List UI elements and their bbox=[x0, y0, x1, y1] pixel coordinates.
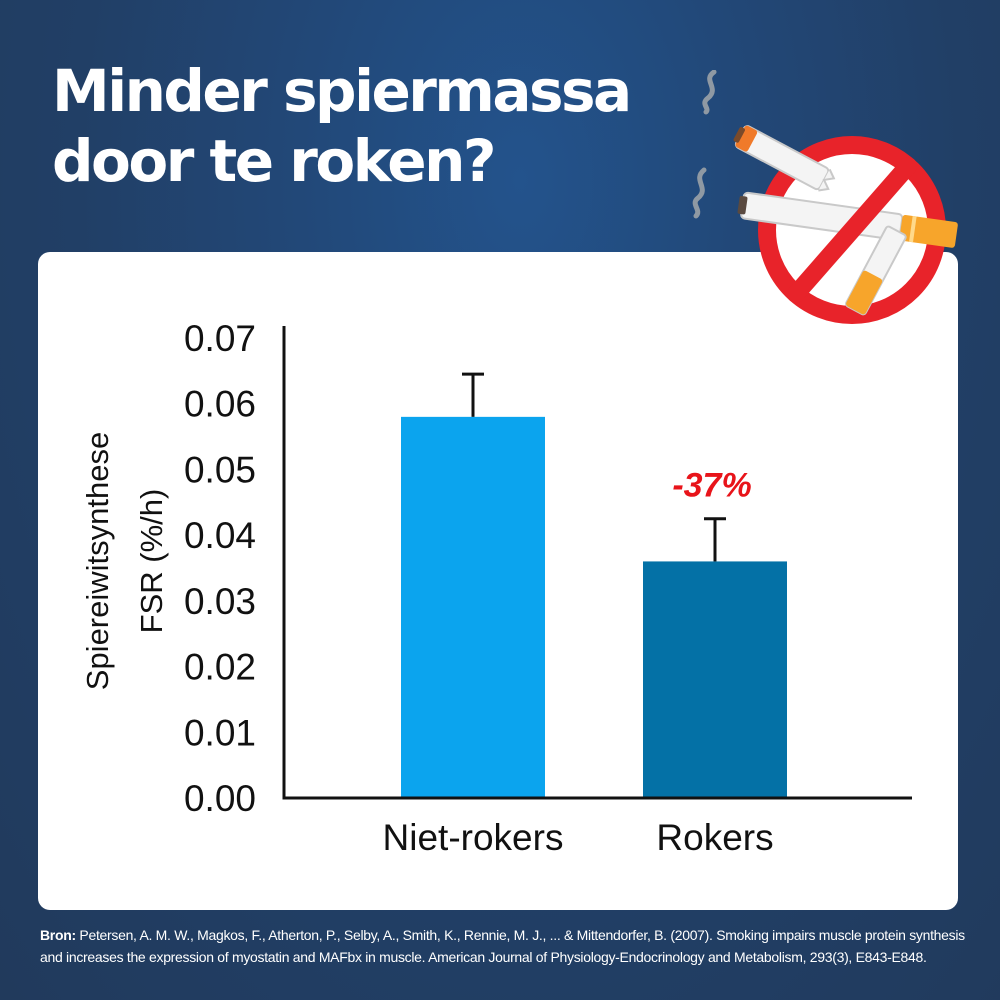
x-tick-label: Niet-rokers bbox=[383, 817, 564, 858]
y-tick-label: 0.01 bbox=[184, 712, 256, 753]
y-tick-label: 0.03 bbox=[184, 581, 256, 622]
source-text: Petersen, A. M. W., Magkos, F., Atherton… bbox=[40, 927, 965, 965]
chart-card: 0.00 0.01 0.02 0.03 0.04 0.05 0.06 0.07 Spiereiw… bbox=[38, 252, 958, 910]
percent-change-annotation: -37% bbox=[672, 467, 751, 505]
source-citation: Bron: Petersen, A. M. W., Magkos, F., At… bbox=[40, 924, 965, 968]
title-line-1: Minder spiermassa bbox=[52, 57, 632, 125]
y-tick-label: 0.06 bbox=[184, 384, 256, 425]
no-smoking-icon bbox=[692, 70, 958, 324]
source-label: Bron: bbox=[40, 927, 76, 943]
title-line-2: door te roken? bbox=[52, 127, 496, 195]
y-tick-label: 0.02 bbox=[184, 647, 256, 688]
y-axis-label-line-1: Spiereiwitsynthese bbox=[80, 432, 115, 690]
bar-rokers bbox=[643, 561, 787, 798]
y-tick-label: 0.04 bbox=[184, 515, 256, 556]
y-tick-label: 0.00 bbox=[184, 778, 256, 819]
bar-chart: 0.00 0.01 0.02 0.03 0.04 0.05 0.06 0.07 Spiereiw… bbox=[80, 318, 912, 858]
x-tick-label: Rokers bbox=[656, 817, 773, 858]
page-title: Minder spiermassa door te roken? bbox=[52, 56, 632, 196]
bar-niet-rokers bbox=[401, 416, 545, 798]
y-tick-label: 0.05 bbox=[184, 449, 256, 490]
y-axis-label-line-2: FSR (%/h) bbox=[134, 489, 169, 634]
y-tick-label: 0.07 bbox=[184, 318, 256, 359]
